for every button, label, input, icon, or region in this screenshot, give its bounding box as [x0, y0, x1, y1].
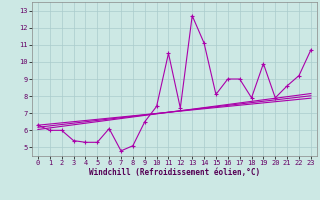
X-axis label: Windchill (Refroidissement éolien,°C): Windchill (Refroidissement éolien,°C)	[89, 168, 260, 177]
